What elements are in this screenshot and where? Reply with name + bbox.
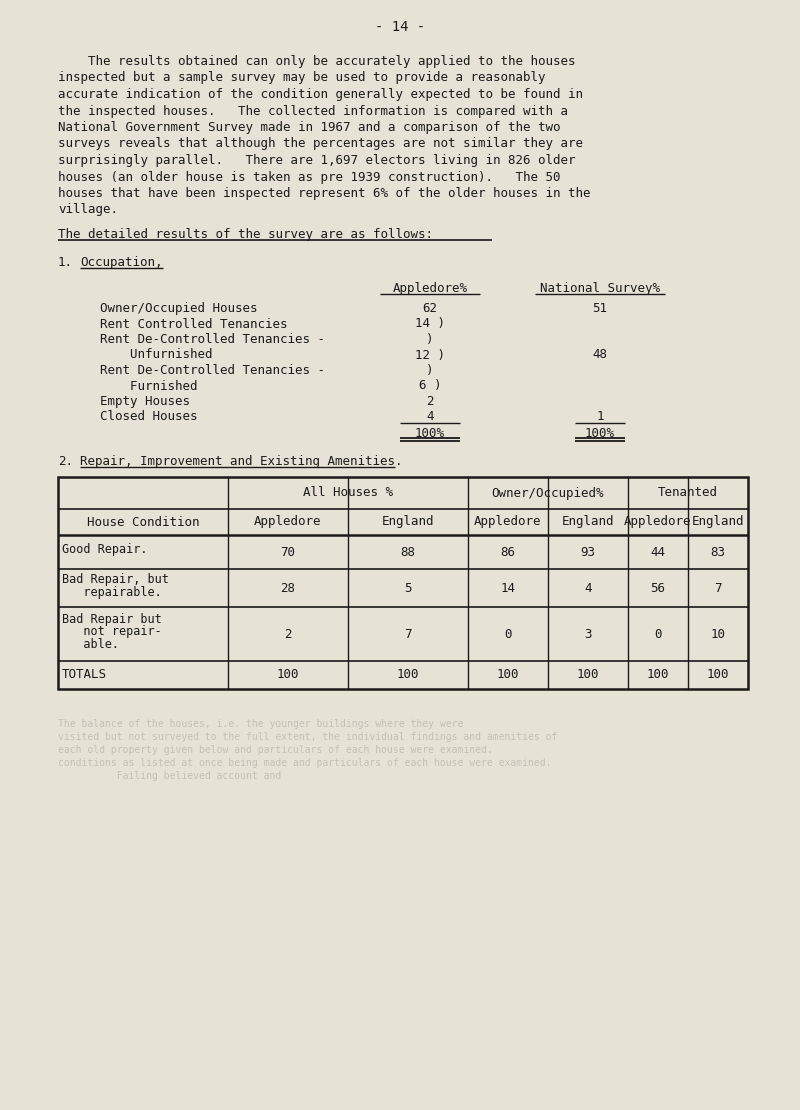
Text: 12 ): 12 ): [415, 349, 445, 362]
Text: Appledore: Appledore: [254, 515, 322, 528]
Text: 4: 4: [584, 582, 592, 595]
Text: Closed Houses: Closed Houses: [100, 411, 198, 424]
Text: not repair-: not repair-: [62, 626, 162, 638]
Text: repairable.: repairable.: [62, 586, 162, 599]
Text: 0: 0: [654, 627, 662, 640]
Text: 70: 70: [281, 545, 295, 558]
Text: 100: 100: [577, 668, 599, 682]
Text: England: England: [562, 515, 614, 528]
Text: 100: 100: [397, 668, 419, 682]
Text: 51: 51: [593, 302, 607, 315]
Text: Unfurnished: Unfurnished: [100, 349, 213, 362]
Text: Failing believed account and: Failing believed account and: [58, 771, 282, 781]
Text: TOTALS: TOTALS: [62, 668, 107, 682]
Text: 1: 1: [596, 411, 604, 424]
Text: 7: 7: [404, 627, 412, 640]
Text: surprisingly parallel.   There are 1,697 electors living in 826 older: surprisingly parallel. There are 1,697 e…: [58, 154, 575, 166]
Text: the inspected houses.   The collected information is compared with a: the inspected houses. The collected info…: [58, 104, 568, 118]
Text: Appledore: Appledore: [474, 515, 542, 528]
Text: 2: 2: [426, 395, 434, 408]
Text: 0: 0: [504, 627, 512, 640]
Text: Owner/Occupied Houses: Owner/Occupied Houses: [100, 302, 258, 315]
Text: Furnished: Furnished: [100, 380, 198, 393]
Text: 83: 83: [710, 545, 726, 558]
Text: 2: 2: [284, 627, 292, 640]
Text: Bad Repair, but: Bad Repair, but: [62, 573, 169, 586]
Text: village.: village.: [58, 203, 118, 216]
Text: 88: 88: [401, 545, 415, 558]
Text: The detailed results of the survey are as follows:: The detailed results of the survey are a…: [58, 228, 433, 241]
Text: 100%: 100%: [415, 427, 445, 440]
Text: National Survey%: National Survey%: [540, 282, 660, 295]
Text: visited but not surveyed to the full extent, the individual findings and ameniti: visited but not surveyed to the full ext…: [58, 731, 558, 741]
Text: inspected but a sample survey may be used to provide a reasonably: inspected but a sample survey may be use…: [58, 71, 546, 84]
Text: House Condition: House Condition: [86, 515, 199, 528]
Text: 100: 100: [277, 668, 299, 682]
Text: 5: 5: [404, 582, 412, 595]
Text: National Government Survey made in 1967 and a comparison of the two: National Government Survey made in 1967 …: [58, 121, 561, 134]
Text: each old property given below and particulars of each house were examined.: each old property given below and partic…: [58, 745, 493, 755]
Text: 86: 86: [501, 545, 515, 558]
Text: 4: 4: [426, 411, 434, 424]
Text: The results obtained can only be accurately applied to the houses: The results obtained can only be accurat…: [58, 56, 575, 68]
Text: 62: 62: [422, 302, 438, 315]
Text: 100: 100: [497, 668, 519, 682]
Text: 14: 14: [501, 582, 515, 595]
Text: 7: 7: [714, 582, 722, 595]
Text: 93: 93: [581, 545, 595, 558]
Text: ): ): [426, 333, 434, 346]
Text: England: England: [382, 515, 434, 528]
Text: 100: 100: [646, 668, 670, 682]
Text: Rent Controlled Tenancies: Rent Controlled Tenancies: [100, 317, 287, 331]
Text: Rent De-Controlled Tenancies -: Rent De-Controlled Tenancies -: [100, 364, 325, 377]
Text: England: England: [692, 515, 744, 528]
Text: able.: able.: [62, 638, 119, 652]
Text: Tenanted: Tenanted: [658, 486, 718, 500]
Text: 14 ): 14 ): [415, 317, 445, 331]
Text: 100%: 100%: [585, 427, 615, 440]
Text: Owner/Occupied%: Owner/Occupied%: [492, 486, 604, 500]
Text: 3: 3: [584, 627, 592, 640]
Text: surveys reveals that although the percentages are not similar they are: surveys reveals that although the percen…: [58, 138, 583, 151]
Text: Repair, Improvement and Existing Amenities.: Repair, Improvement and Existing Ameniti…: [80, 455, 402, 468]
Text: 48: 48: [593, 349, 607, 362]
Text: - 14 -: - 14 -: [375, 20, 425, 34]
Text: Bad Repair but: Bad Repair but: [62, 613, 162, 626]
Text: houses (an older house is taken as pre 1939 construction).   The 50: houses (an older house is taken as pre 1…: [58, 171, 561, 183]
Text: Appledore%: Appledore%: [393, 282, 467, 295]
Text: Rent De-Controlled Tenancies -: Rent De-Controlled Tenancies -: [100, 333, 325, 346]
Text: Occupation,: Occupation,: [80, 256, 162, 269]
Text: ): ): [426, 364, 434, 377]
Text: 56: 56: [650, 582, 666, 595]
Text: houses that have been inspected represent 6% of the older houses in the: houses that have been inspected represen…: [58, 186, 590, 200]
Text: 10: 10: [710, 627, 726, 640]
Text: 28: 28: [281, 582, 295, 595]
Text: Empty Houses: Empty Houses: [100, 395, 190, 408]
Text: All Houses %: All Houses %: [303, 486, 393, 500]
Text: Good Repair.: Good Repair.: [62, 544, 147, 556]
Text: 1.: 1.: [58, 256, 73, 269]
Text: conditions as listed at once being made and particulars of each house were exami: conditions as listed at once being made …: [58, 758, 551, 768]
Bar: [58, 477, 748, 689]
Text: 2.: 2.: [58, 455, 73, 468]
Text: Appledore: Appledore: [624, 515, 692, 528]
Text: The balance of the houses, i.e. the younger buildings where they were: The balance of the houses, i.e. the youn…: [58, 719, 463, 729]
Text: 6 ): 6 ): [418, 380, 442, 393]
Text: accurate indication of the condition generally expected to be found in: accurate indication of the condition gen…: [58, 88, 583, 101]
Text: 100: 100: [706, 668, 730, 682]
Text: 44: 44: [650, 545, 666, 558]
